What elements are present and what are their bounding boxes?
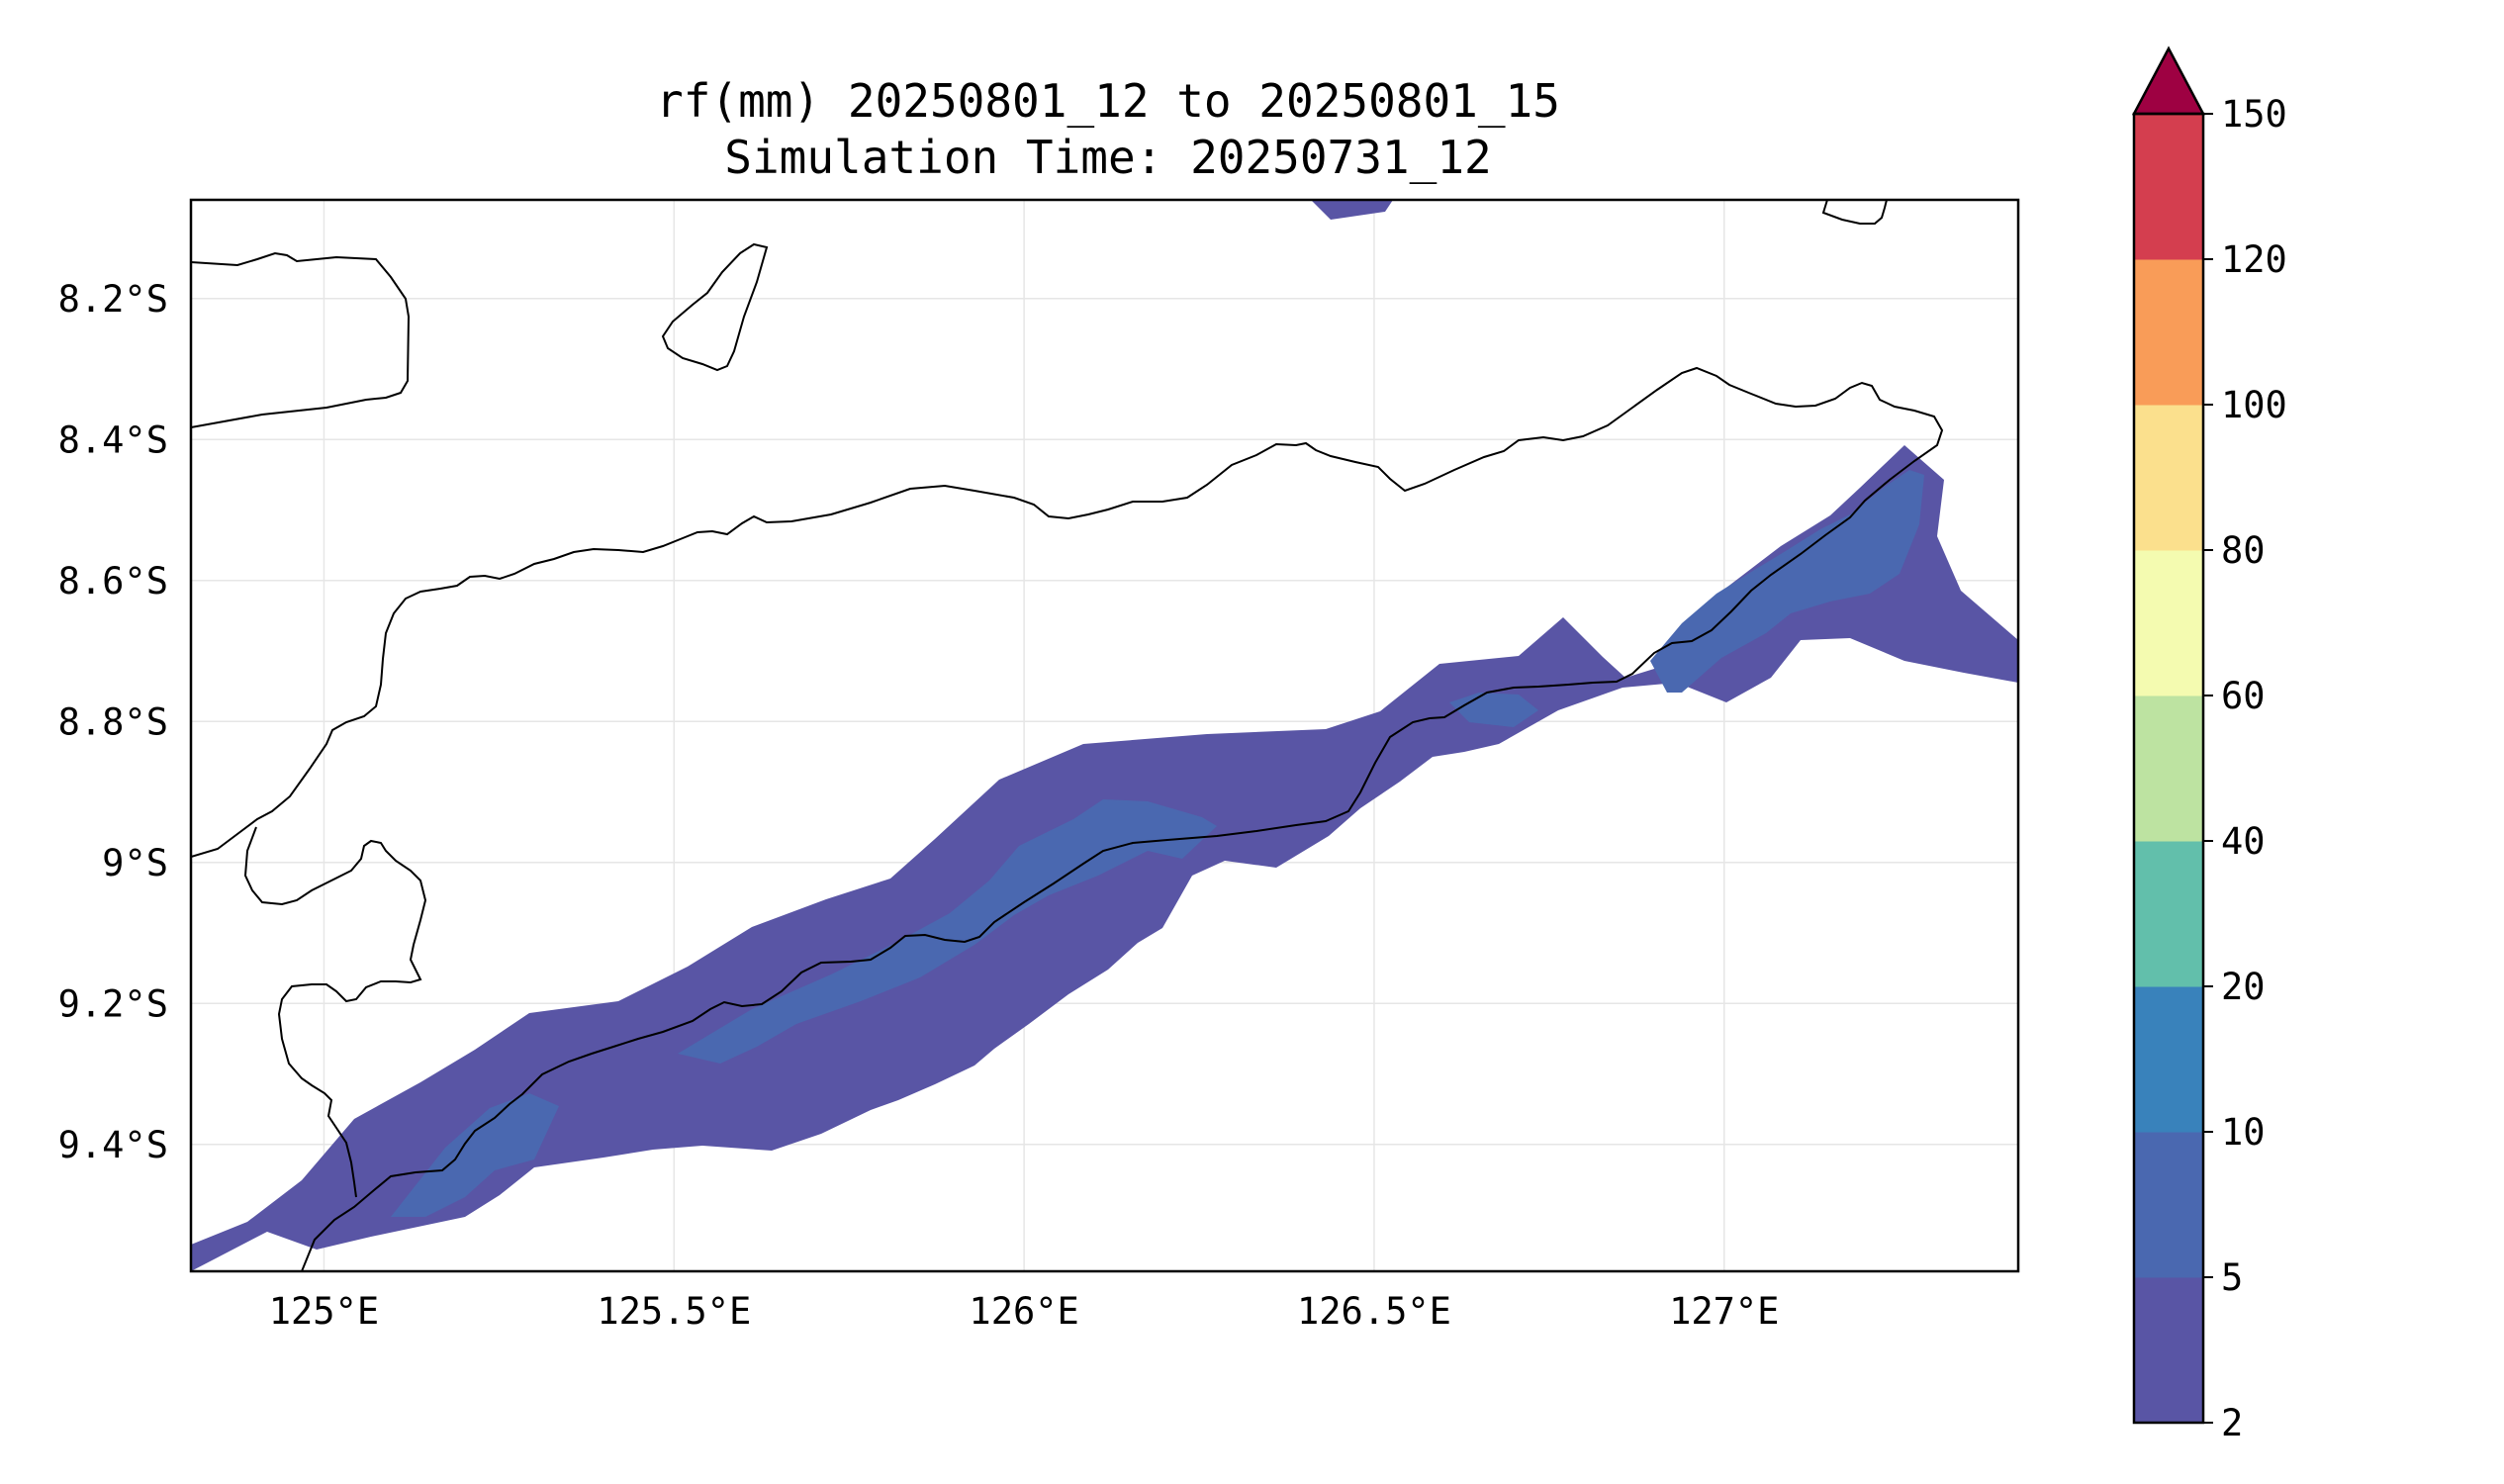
lon-tick-label: 126°E [969, 1290, 1078, 1333]
colorbar-tick-label: 120 [2221, 238, 2287, 281]
colorbar-tick-label: 150 [2221, 93, 2287, 136]
colorbar-tick-label: 40 [2221, 820, 2266, 863]
map-panel [189, 198, 2020, 1273]
colorbar-segment [2134, 696, 2203, 842]
colorbar-tick-label: 20 [2221, 966, 2266, 1008]
colorbar-frame [2132, 112, 2205, 1425]
colorbar-tick-label: 100 [2221, 384, 2287, 426]
coastline-wetar-island [191, 251, 411, 428]
lon-tick-label: 126.5°E [1297, 1290, 1451, 1333]
coastline-border-south [243, 826, 427, 1198]
lon-tick-label: 125.5°E [597, 1290, 751, 1333]
colorbar-tick-label: 60 [2221, 675, 2266, 717]
coastline-atauro-island [661, 242, 769, 372]
lat-tick-label: 8.8°S [58, 700, 168, 743]
lat-tick-label: 8.4°S [58, 418, 168, 461]
longitude-axis: 125°E 125.5°E 126°E 126.5°E 127°E [269, 1290, 1780, 1333]
colorbar-segment [2134, 550, 2203, 696]
rain-patch-top [1311, 200, 1393, 220]
colorbar-tick-label: 10 [2221, 1111, 2266, 1154]
rain-core-west [391, 1093, 559, 1217]
figure-title-line-1: rf(mm) 20250801_12 to 20250801_15 [656, 74, 1560, 128]
colorbar-segment [2134, 405, 2203, 551]
colorbar-segment [2134, 259, 2203, 406]
map-frame [189, 198, 2020, 1273]
colorbar-tick-label: 2 [2221, 1402, 2243, 1444]
lon-tick-label: 125°E [269, 1290, 379, 1333]
colorbar-segment [2134, 986, 2203, 1133]
colorbar-segment [2134, 114, 2203, 260]
coastlines [191, 200, 1944, 1271]
coastline-north-timor [191, 366, 1944, 1271]
colorbar-segment [2134, 841, 2203, 987]
colorbar-segment [2134, 1132, 2203, 1278]
colorbar-extend-arrow [2131, 46, 2206, 116]
rain-core-east [1650, 470, 1924, 693]
lat-tick-label: 9°S [102, 842, 168, 884]
lat-tick-label: 8.2°S [58, 278, 168, 321]
lat-tick-label: 9.4°S [58, 1124, 168, 1166]
colorbar-tick-label: 5 [2221, 1256, 2243, 1299]
lat-tick-label: 8.6°S [58, 560, 168, 603]
colorbar-segment [2134, 1277, 2203, 1424]
figure-title-line-2: Simulation Time: 20250731_12 [724, 131, 1491, 184]
coastline-islet-northeast [1821, 200, 1888, 225]
latitude-axis: 8.2°S 8.4°S 8.6°S 8.8°S 9°S 9.2°S 9.4°S [58, 278, 168, 1166]
colorbar-tick-label: 80 [2221, 529, 2266, 572]
lat-tick-label: 9.2°S [58, 982, 168, 1025]
lon-tick-label: 127°E [1669, 1290, 1779, 1333]
colorbar: 2 5 10 20 40 60 80 100 120 150 [2131, 46, 2287, 1444]
